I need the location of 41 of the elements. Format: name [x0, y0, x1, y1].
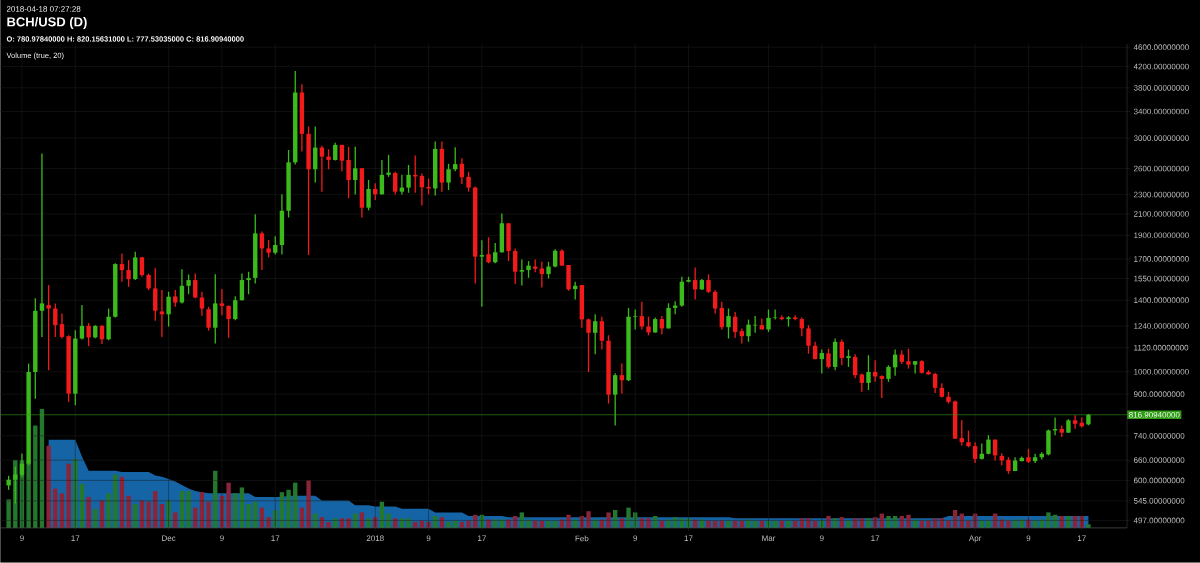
y-tick-label: 4200.00000000	[1133, 63, 1189, 70]
y-tick-label: 497.00000000	[1133, 517, 1185, 524]
y-tick-label: 3400.00000000	[1133, 108, 1189, 115]
y-tick-label: 1550.00000000	[1134, 275, 1189, 282]
y-tick-label: 900.00000000	[1133, 391, 1185, 398]
x-tick-label: Dec	[162, 535, 176, 542]
x-tick-label: 17	[684, 535, 693, 541]
x-tick-label: 9	[220, 535, 224, 542]
y-tick-label: 2100.00000000	[1133, 211, 1189, 217]
ref-line-label: 816.90940000	[1129, 411, 1180, 418]
y-tick-label: 660.00000000	[1133, 457, 1185, 464]
y-tick-label: 1700.00000000	[1134, 256, 1189, 262]
y-tick-label: 3800.00000000	[1133, 85, 1189, 91]
chart-title: BCH/USD (D)	[7, 16, 87, 30]
y-tick-label: 1240.00000000	[1134, 323, 1189, 329]
x-tick-label: 2018	[366, 535, 384, 542]
x-tick-label: Mar	[762, 535, 776, 542]
x-tick-label: 17	[478, 535, 486, 541]
x-tick-label: 17	[71, 535, 80, 541]
x-tick-label: 17	[871, 535, 880, 541]
y-tick-label: 600.00000000	[1133, 477, 1185, 484]
y-tick-label: 2600.00000000	[1133, 165, 1189, 172]
y-tick-label: 1400.00000000	[1134, 297, 1189, 304]
x-tick-label: 9	[819, 535, 824, 542]
y-tick-label: 1900.00000000	[1134, 232, 1189, 239]
y-tick-label: 4600.00000000	[1133, 44, 1189, 51]
x-tick-label: Feb	[575, 535, 589, 542]
x-tick-label: 9	[1026, 535, 1031, 542]
x-tick-label: 17	[271, 535, 280, 541]
y-tick-label: 740.00000000	[1133, 433, 1185, 439]
y-tick-label: 1000.00000000	[1134, 368, 1189, 375]
x-tick-label: 9	[20, 535, 24, 542]
x-tick-label: 9	[633, 535, 638, 542]
x-tick-label: 9	[426, 535, 431, 542]
y-tick-label: 2300.00000000	[1133, 191, 1189, 198]
x-tick-label: Apr	[968, 535, 982, 543]
y-tick-label: 1120.00000000	[1134, 344, 1189, 351]
y-tick-label: 3000.00000000	[1133, 135, 1189, 141]
text: 2018-04-18 07:27:28	[6, 6, 81, 12]
y-tick-label: 545.00000000	[1133, 498, 1185, 504]
x-tick-label: 17	[1077, 535, 1086, 541]
